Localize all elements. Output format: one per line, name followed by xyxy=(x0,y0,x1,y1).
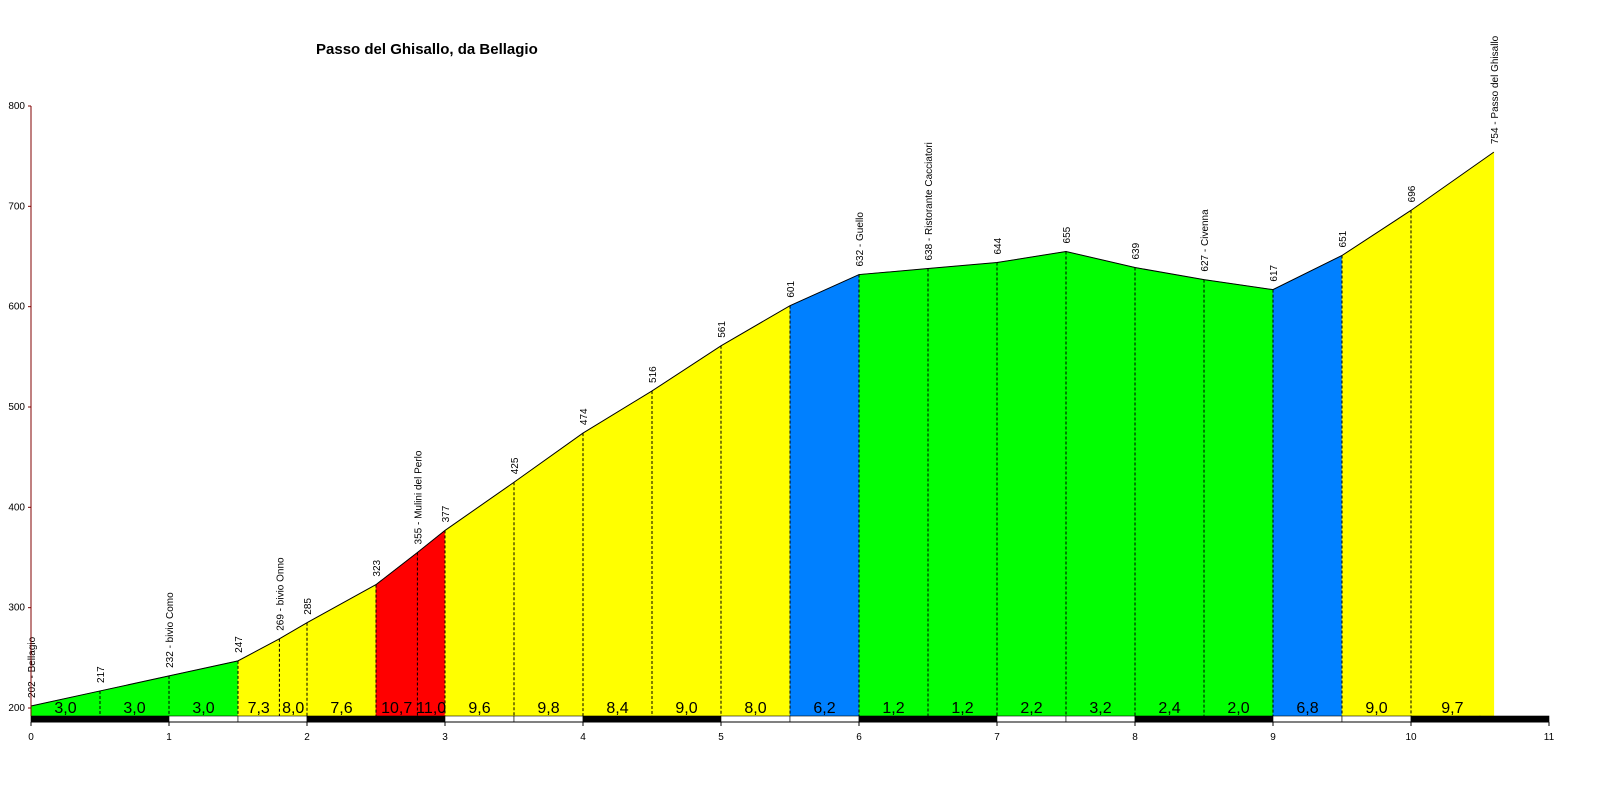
grade-label: 8,0 xyxy=(282,700,304,717)
point-label: 285 xyxy=(303,598,314,615)
segment-dividers xyxy=(99,210,1412,716)
point-label: 474 xyxy=(579,408,590,425)
point-label: 639 xyxy=(1131,242,1142,259)
grade-label: 9,0 xyxy=(675,700,697,717)
point-label: 644 xyxy=(993,237,1004,254)
segment-fill xyxy=(306,584,377,717)
point-label: 754 - Passo del Ghisallo xyxy=(1490,35,1501,144)
x-tick-label: 1 xyxy=(166,732,172,743)
grade-label: 9,8 xyxy=(537,700,559,717)
point-label: 638 - Ristorante Cacciatori xyxy=(924,142,935,260)
segment-fill xyxy=(417,529,446,717)
point-label: 269 - bivio Onno xyxy=(275,557,286,631)
x-tick-label: 10 xyxy=(1405,732,1417,743)
point-label: 655 xyxy=(1062,226,1073,243)
segment-fill xyxy=(858,268,929,717)
segment-fill xyxy=(996,251,1067,717)
profile-line-group xyxy=(30,151,1495,707)
grade-label: 9,6 xyxy=(468,700,490,717)
grade-label: 2,0 xyxy=(1227,700,1249,717)
grade-label: 3,0 xyxy=(123,700,145,717)
point-label: 696 xyxy=(1407,185,1418,202)
grade-label: 3,2 xyxy=(1089,700,1111,717)
km-bar-cell xyxy=(1479,715,1550,723)
x-axis: 0 1 2 3 4 5 6 7 8 9 10 11 xyxy=(28,721,1555,743)
x-tick-label: 7 xyxy=(994,732,1000,743)
grade-labels: 3,0 3,0 3,0 7,3 8,0 7,6 10,7 11,0 9,6 9,8 8,4 9,0 8,… xyxy=(54,700,1463,717)
point-label: 232 - bivio Como xyxy=(165,592,176,668)
point-label: 627 - Civenna xyxy=(1200,209,1211,272)
grade-label: 10,7 xyxy=(381,700,412,717)
segment-fill xyxy=(1272,255,1343,717)
segment-fill xyxy=(1134,267,1205,717)
segment-fill xyxy=(444,481,515,717)
segment-fill xyxy=(1341,209,1412,717)
grade-label: 6,2 xyxy=(813,700,835,717)
gradient-segment-fills xyxy=(30,151,1495,717)
segment-fill xyxy=(789,274,860,717)
grade-label: 3,0 xyxy=(192,700,214,717)
point-label: 651 xyxy=(1338,230,1349,247)
grade-label: 9,7 xyxy=(1441,700,1463,717)
point-label: 217 xyxy=(96,666,107,683)
grade-label: 11,0 xyxy=(416,700,446,717)
y-tick-label: 600 xyxy=(8,302,25,313)
segment-fill xyxy=(1203,279,1274,717)
x-tick-label: 2 xyxy=(304,732,310,743)
x-tick-label: 11 xyxy=(1544,732,1555,743)
grade-label: 6,8 xyxy=(1296,700,1318,717)
x-tick-label: 5 xyxy=(718,732,724,743)
grade-label: 1,2 xyxy=(951,700,973,717)
x-tick-label: 8 xyxy=(1132,732,1138,743)
grade-label: 8,4 xyxy=(606,700,628,717)
point-label: 617 xyxy=(1269,264,1280,281)
x-tick-label: 9 xyxy=(1270,732,1276,743)
point-label: 561 xyxy=(717,321,728,338)
x-tick-label: 3 xyxy=(442,732,448,743)
segment-fill xyxy=(651,345,722,717)
segment-fill xyxy=(513,432,584,717)
y-tick-label: 500 xyxy=(8,402,25,413)
point-label: 323 xyxy=(372,559,383,576)
point-label: 425 xyxy=(510,457,521,474)
point-label: 516 xyxy=(648,366,659,383)
segment-fill xyxy=(927,262,998,717)
point-label: 377 xyxy=(441,505,452,522)
grade-label: 2,4 xyxy=(1158,700,1180,717)
y-tick-label: 800 xyxy=(8,101,25,112)
chart-title: Passo del Ghisallo, da Bellagio xyxy=(316,41,538,58)
segment-fill xyxy=(1410,151,1495,717)
y-tick-label: 300 xyxy=(8,603,25,614)
y-tick-label: 400 xyxy=(8,502,25,513)
grade-label: 2,2 xyxy=(1020,700,1042,717)
x-tick-label: 0 xyxy=(28,732,34,743)
point-label: 355 - Mulini del Perlo xyxy=(413,450,424,544)
x-tick-label: 4 xyxy=(580,732,586,743)
grade-label: 3,0 xyxy=(54,700,76,717)
y-tick-label: 700 xyxy=(8,201,25,212)
x-tick-label: 6 xyxy=(856,732,862,743)
segment-fill xyxy=(582,390,653,717)
segment-fill xyxy=(1065,251,1136,717)
grade-label: 9,0 xyxy=(1365,700,1387,717)
point-label: 202 - Bellagio xyxy=(27,636,38,698)
grade-label: 1,2 xyxy=(882,700,904,717)
segment-fill xyxy=(720,305,791,717)
grade-label: 7,6 xyxy=(330,700,352,717)
grade-label: 7,3 xyxy=(248,700,270,717)
point-label: 601 xyxy=(786,281,797,298)
profile-line xyxy=(30,151,1495,707)
point-label: 247 xyxy=(234,636,245,653)
point-label: 632 - Guello xyxy=(855,212,866,267)
y-tick-label: 200 xyxy=(8,703,25,714)
point-labels: 202 - Bellagio 217 232 - bivio Como 247 269 … xyxy=(27,35,1501,698)
grade-label: 8,0 xyxy=(744,700,766,717)
y-axis: 200 300 400 500 600 700 800 xyxy=(8,101,32,716)
